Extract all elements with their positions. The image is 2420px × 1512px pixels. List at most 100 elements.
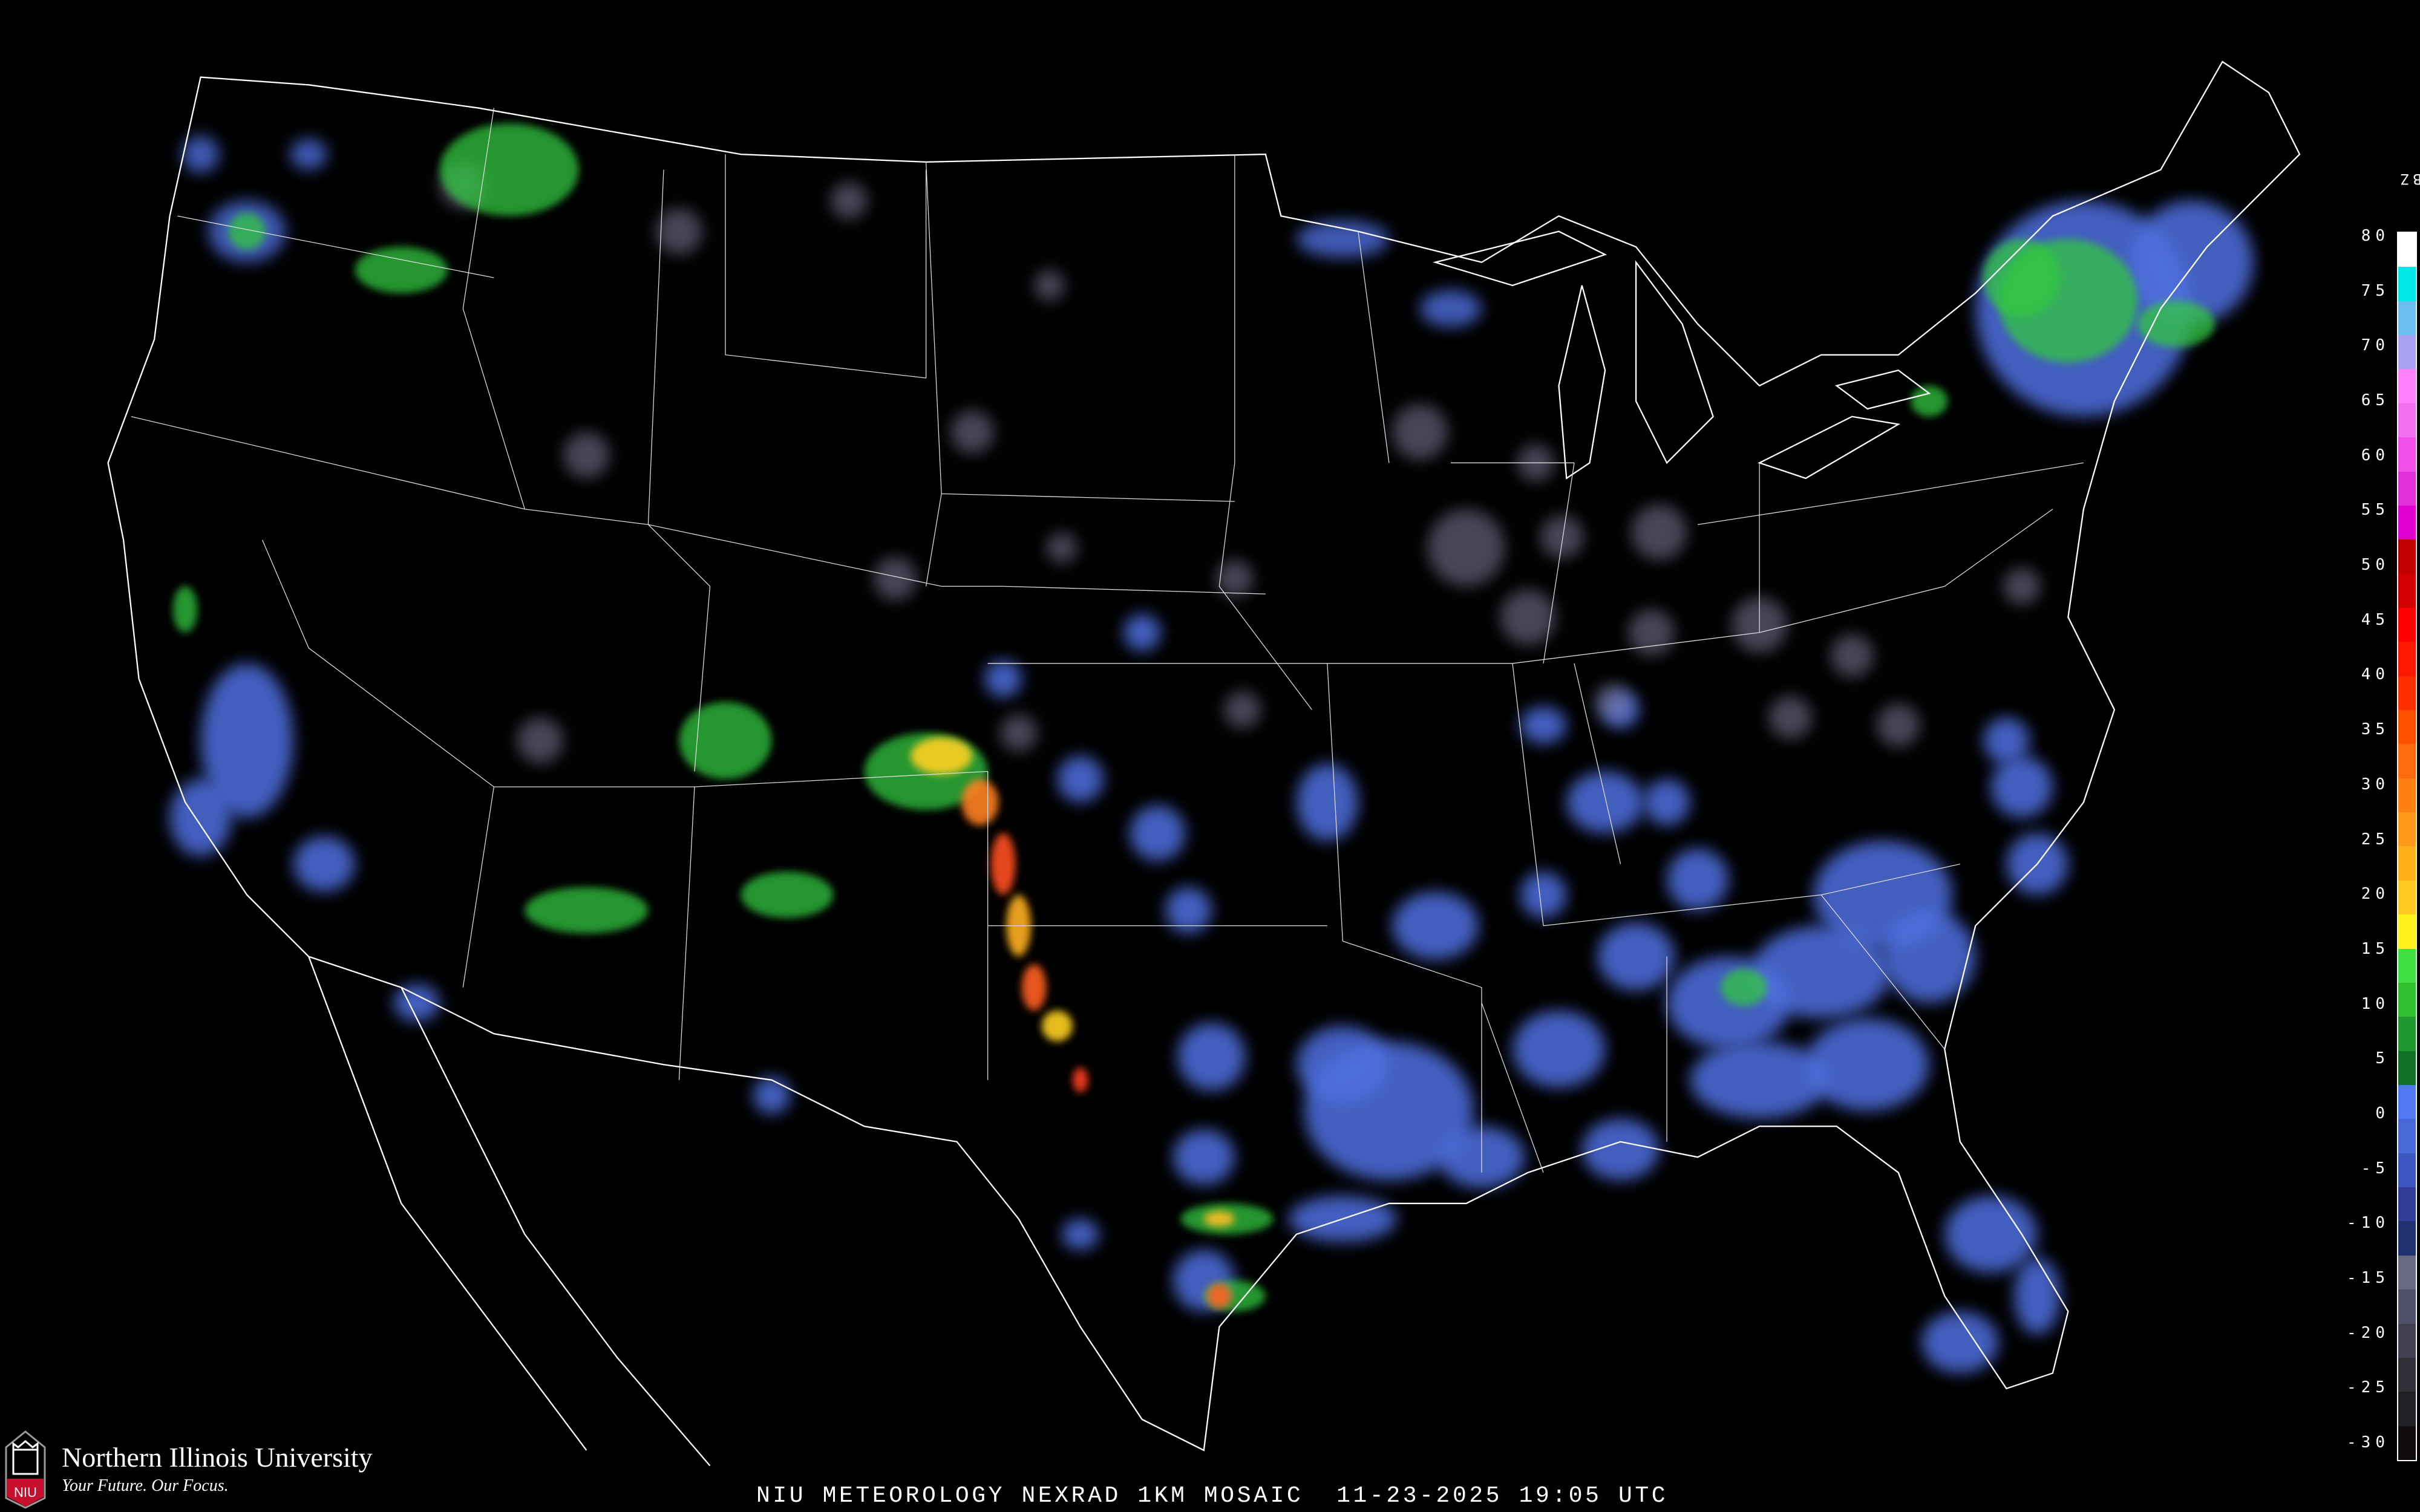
radar-echo: [563, 432, 610, 478]
legend-color-swatch: [2398, 1255, 2416, 1290]
radar-echo: [1721, 969, 1767, 1006]
legend-color-swatch: [2398, 1084, 2416, 1119]
radar-echo: [830, 182, 868, 220]
radar-echo: [1296, 763, 1358, 841]
radar-echo: [873, 556, 917, 601]
legend-color-swatch: [2398, 505, 2416, 540]
legend-color-swatch: [2398, 1153, 2416, 1188]
radar-echo: [355, 247, 448, 293]
legend-color-swatch: [2398, 1289, 2416, 1324]
legend-color-swatch: [2398, 880, 2416, 915]
legend-color-swatch: [2398, 267, 2416, 301]
radar-echo: [1805, 1018, 1929, 1111]
radar-echo: [961, 779, 999, 826]
radar-echo: [1594, 683, 1632, 721]
radar-echo: [1041, 1010, 1073, 1041]
radar-echo: [1392, 891, 1479, 960]
radar-echo: [1072, 1067, 1088, 1093]
radar-echo: [1419, 290, 1482, 327]
radar-echo: [1830, 634, 1874, 677]
radar-echo: [1768, 696, 1812, 739]
radar-echo: [1877, 703, 1920, 747]
legend-color-swatch: [2398, 846, 2416, 881]
radar-echo: [169, 779, 232, 856]
legend-tick: -15: [2347, 1268, 2390, 1287]
legend-tick: 70: [2361, 336, 2390, 355]
legend-color-swatch: [2398, 1017, 2416, 1051]
legend-tick: 65: [2361, 391, 2390, 410]
legend-color-swatch: [2398, 1051, 2416, 1085]
radar-echo: [911, 737, 973, 775]
radar-echo: [984, 660, 1022, 698]
radar-echo: [1520, 706, 1567, 744]
radar-echo: [1427, 509, 1505, 587]
radar-echo: [1990, 756, 2053, 818]
legend-color-swatch: [2398, 437, 2416, 472]
radar-echo: [293, 836, 355, 892]
legend-tick: 20: [2361, 885, 2390, 904]
legend-tick: 25: [2361, 830, 2390, 849]
legend-tick: 60: [2361, 446, 2390, 464]
radar-echo: [1296, 1026, 1389, 1103]
radar-echo: [1130, 805, 1186, 861]
legend-color-swatch: [2398, 1323, 2416, 1358]
radar-echo: [1046, 532, 1078, 564]
radar-echo: [2014, 1257, 2061, 1335]
radar-echo: [172, 586, 198, 633]
radar-echo: [1921, 1311, 1999, 1374]
niu-mark: NIU: [14, 1485, 37, 1500]
radar-echo: [1203, 1211, 1235, 1227]
radar-echo: [1062, 1219, 1099, 1250]
legend-color-swatch: [2398, 1187, 2416, 1222]
radar-echo: [1177, 1023, 1246, 1091]
legend-color-swatch: [2398, 471, 2416, 506]
radar-echo: [1631, 504, 1687, 561]
radar-echo: [2137, 301, 2215, 347]
radar-echo: [1883, 910, 1976, 1003]
radar-echo: [1165, 887, 1212, 934]
legend-color-swatch: [2398, 948, 2416, 983]
legend-unit-label: dBZ: [2397, 171, 2420, 187]
radar-echo: [1983, 239, 2061, 316]
radar-echo: [1057, 756, 1104, 803]
legend-tick: -30: [2347, 1433, 2390, 1452]
radar-echo: [228, 213, 266, 250]
legend-color-swatch: [2398, 233, 2416, 267]
radar-echo: [656, 208, 702, 255]
radar-echo: [1223, 691, 1261, 729]
legend-tick: 15: [2361, 939, 2390, 958]
legend-color-swatch: [2398, 573, 2416, 608]
radar-echo: [1667, 956, 1791, 1049]
legend-color-swatch: [2398, 744, 2416, 778]
precipitation-echoes: [169, 123, 2254, 1374]
radar-echo: [182, 135, 220, 173]
radar-echo: [290, 138, 327, 170]
legend-color-swatch: [2398, 1426, 2416, 1460]
legend-color-swatch: [2398, 369, 2416, 403]
radar-echo: [517, 717, 564, 764]
legend-color-swatch: [2398, 1392, 2416, 1426]
legend-tick: 50: [2361, 556, 2390, 575]
legend-tick: 40: [2361, 665, 2390, 684]
legend-tick: 10: [2361, 994, 2390, 1013]
legend-color-swatch: [2398, 403, 2416, 438]
legend-color-swatch: [2398, 1357, 2416, 1392]
radar-echo: [525, 887, 649, 934]
radar-echo: [990, 833, 1016, 895]
radar-echo: [1123, 614, 1161, 651]
legend-color-swatch: [2398, 642, 2416, 676]
radar-echo: [1911, 385, 1948, 417]
legend-color-swatch: [2398, 607, 2416, 642]
legend-tick: -10: [2347, 1214, 2390, 1233]
radar-echo: [2003, 567, 2041, 605]
university-tagline: Your Future. Our Focus.: [62, 1476, 229, 1495]
legend-color-swatch: [2398, 812, 2416, 847]
radar-echo: [200, 663, 293, 818]
legend-tick: -5: [2361, 1159, 2390, 1178]
radar-echo: [1566, 771, 1644, 833]
legend-color-swatch: [2398, 710, 2416, 745]
product-caption: NIU METEOROLOGY NEXRAD 1KM MOSAIC 11-23-…: [756, 1483, 1669, 1509]
legend-color-swatch: [2398, 539, 2416, 574]
